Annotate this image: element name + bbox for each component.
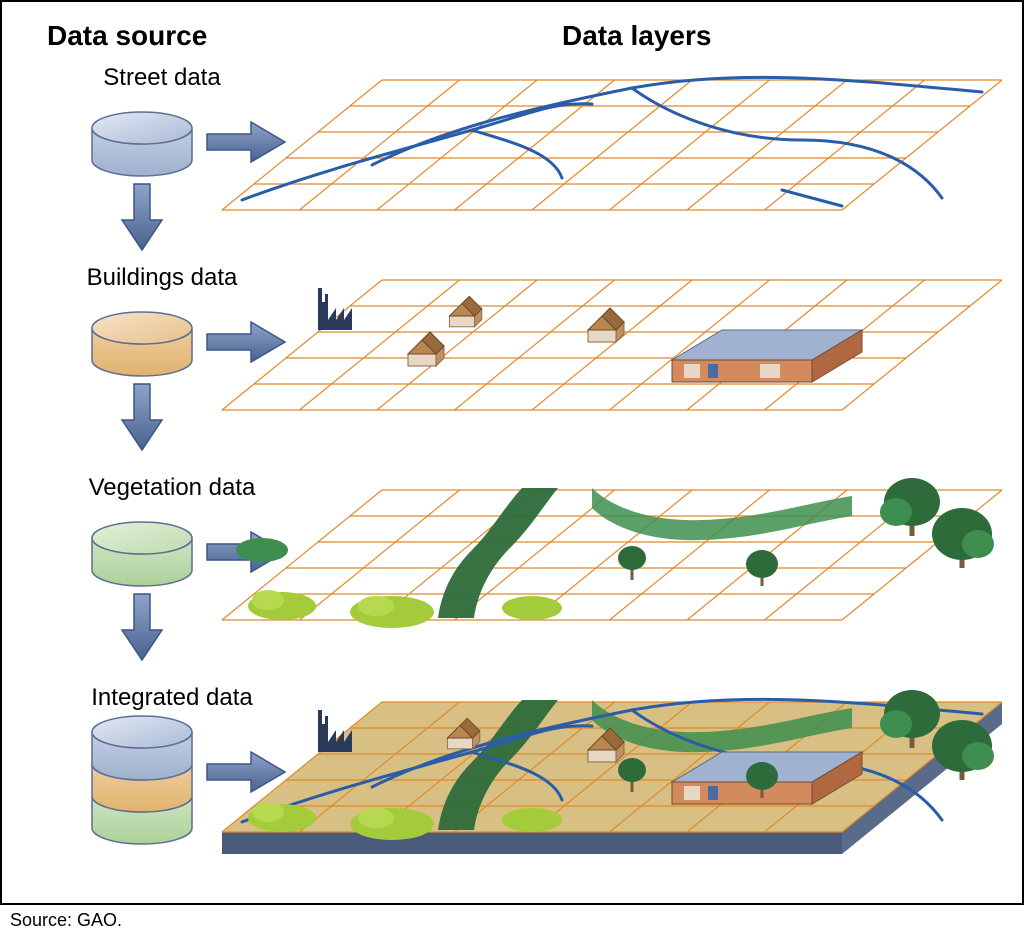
layer-buildings (222, 280, 1002, 410)
arrow-down-icon (122, 594, 162, 660)
bush-icon (502, 596, 562, 620)
layer-integrated (222, 690, 1002, 854)
db-cylinder-buildings (92, 312, 192, 376)
source-attribution: Source: GAO. (10, 910, 122, 931)
arrow-right-icon (207, 752, 285, 792)
db-cylinder-street (92, 112, 192, 176)
row-vegetation (92, 478, 1002, 660)
db-cylinder-vegetation (92, 522, 192, 586)
house-icon (449, 296, 481, 327)
arrow-down-icon (122, 184, 162, 250)
layer-vegetation (222, 478, 1002, 628)
slab-front (222, 832, 842, 854)
tree-icon (932, 508, 994, 568)
diagram-svg (2, 2, 1022, 882)
arrow-right-icon (207, 322, 285, 362)
db-cylinder-integrated (92, 716, 192, 844)
diagram-frame: Data source Data layers Street data Buil… (0, 0, 1024, 905)
arrow-right-icon (207, 122, 285, 162)
bush-icon (350, 596, 434, 628)
tree-icon (746, 550, 778, 586)
layer-street (222, 77, 1002, 210)
tree-icon (880, 478, 940, 536)
row-street (92, 77, 1002, 250)
bush-icon (236, 538, 288, 562)
arrow-down-icon (122, 384, 162, 450)
house-icon (588, 308, 624, 342)
house-icon (408, 332, 444, 366)
row-buildings (92, 280, 1002, 450)
large-building-icon (672, 330, 862, 382)
tree-icon (618, 546, 646, 580)
row-integrated (92, 690, 1002, 854)
